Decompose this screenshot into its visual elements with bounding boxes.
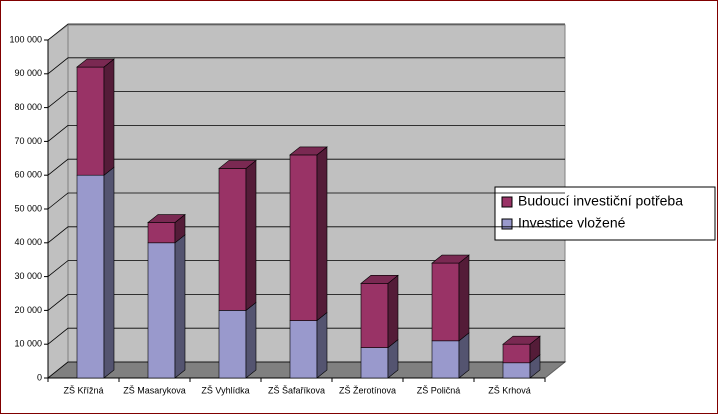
bar-front (218, 310, 247, 379)
bar-front (147, 222, 176, 244)
bar-front (218, 168, 247, 311)
bar-front (360, 283, 389, 348)
legend-key (501, 218, 513, 230)
bar-top (502, 335, 541, 345)
bar-side (245, 159, 257, 312)
y-tick-label: 70 000 (14, 136, 42, 146)
bar-top (218, 160, 257, 169)
bar-front (147, 242, 176, 379)
bar-side (458, 254, 470, 342)
grid-line (47, 158, 565, 176)
y-tick-label: 10 000 (14, 339, 42, 349)
y-tick-label: 90 000 (14, 68, 42, 78)
bar-side (174, 234, 186, 379)
bar-front (431, 262, 460, 342)
bar-side (103, 166, 115, 379)
y-tick-label: 30 000 (14, 271, 42, 281)
grid-line (47, 293, 565, 311)
bar-side (316, 311, 328, 379)
bar-front (289, 320, 318, 379)
y-tick-label: 50 000 (14, 203, 42, 213)
y-tick-label: 100 000 (9, 34, 42, 44)
x-tick-label: ZŠ Vyhlídka (201, 385, 249, 395)
x-tick-label: ZŠ Krhová (488, 385, 531, 395)
bar-side (316, 146, 328, 322)
y-tick-label: 20 000 (14, 305, 42, 315)
bar-front (289, 154, 318, 321)
legend-label: Investice vložené (518, 215, 626, 231)
bar-top (360, 275, 399, 284)
grid-line (47, 91, 565, 108)
x-tick-label: ZŠ Masarykova (123, 385, 186, 395)
legend-key (501, 196, 513, 208)
y-tick-label: 40 000 (14, 237, 42, 247)
grid-line (47, 361, 565, 379)
bar-front (431, 340, 460, 379)
x-tick-label: ZŠ Žerotínova (339, 385, 396, 395)
grid-line (47, 226, 565, 244)
bar-side (387, 274, 399, 349)
bar-front (76, 66, 105, 176)
y-tick-label: 0 (37, 372, 42, 382)
bar-front (502, 343, 531, 364)
x-tick-label: ZŠ Šafaříkova (268, 385, 325, 395)
grid-line (47, 260, 565, 277)
y-tick-label: 80 000 (14, 102, 42, 112)
bar-side (103, 58, 115, 176)
grid-line (47, 57, 565, 75)
grid-line (47, 23, 565, 41)
x-tick-label: ZŠ Poličná (417, 385, 461, 395)
bar-front (502, 362, 531, 379)
y-tick-label: 60 000 (14, 170, 42, 180)
legend: Budoucí investiční potřeba Investice vlož… (494, 186, 716, 241)
bar-front (76, 174, 105, 379)
bar-top (431, 254, 470, 264)
grid-line (47, 327, 565, 345)
grid-line (47, 125, 565, 142)
bar-top (289, 146, 328, 156)
bar-side (245, 301, 257, 379)
grid-line (47, 192, 565, 210)
x-tick-label: ZŠ Křížná (63, 385, 103, 395)
legend-box (494, 186, 716, 241)
legend-label: Budoucí investiční potřeba (518, 193, 683, 209)
bar-front (360, 347, 389, 379)
bar-top (76, 58, 115, 68)
bar-top (147, 214, 186, 223)
